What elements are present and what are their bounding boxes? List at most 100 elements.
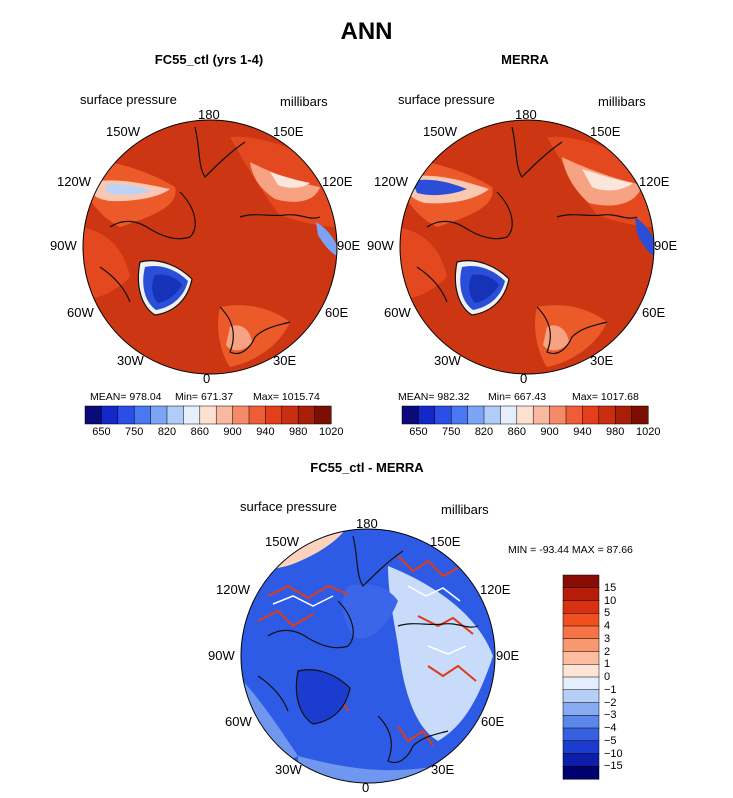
- colorbar-tick-label: −5: [604, 734, 617, 747]
- lon-label-30e: 30E: [273, 353, 297, 368]
- panel-left-mean: MEAN= 978.04: [90, 391, 162, 403]
- coastline-hudson: [99, 266, 131, 303]
- diff-field-label: surface pressure: [240, 499, 337, 514]
- colorbar-tick-label: 15: [604, 581, 617, 594]
- lon-label-90w: 90W: [50, 238, 77, 253]
- colorbar-swatch: [631, 405, 649, 425]
- lon-label-120w: 120W: [374, 174, 408, 189]
- diff-minmax: MIN = -93.44 MAX = 87.66: [508, 544, 633, 556]
- colorbar-swatch: [467, 405, 485, 425]
- region-siberia-pale: [270, 172, 310, 188]
- polar-map-diff: [240, 528, 496, 784]
- lon-label-90e: 90E: [496, 648, 520, 663]
- colorbar-tick-label: 900: [540, 426, 559, 438]
- colorbar-tick-label: 750: [442, 426, 461, 438]
- streak: [257, 609, 314, 628]
- lon-label-150w: 150W: [106, 124, 140, 139]
- lon-label-150w: 150W: [265, 534, 299, 549]
- colorbar-swatch: [562, 587, 600, 602]
- colorbar-swatch: [532, 405, 551, 425]
- colorbar-swatch: [183, 405, 201, 425]
- colorbar-swatch: [562, 613, 600, 627]
- region-canada: [400, 227, 447, 299]
- lon-label-150w: 150W: [423, 124, 457, 139]
- colorbar-tick-label: 820: [157, 426, 177, 438]
- colorbar-tick-label: 940: [573, 426, 592, 438]
- region-arctic: [342, 584, 398, 639]
- colorbar-swatch: [562, 638, 600, 653]
- region-greenland: [296, 669, 350, 724]
- colorbar-swatch: [562, 702, 600, 716]
- colorbar-swatch: [133, 405, 152, 425]
- map-boundary: [399, 119, 655, 375]
- coastline-arctic-canada: [109, 191, 196, 240]
- lon-label-60e: 60E: [325, 305, 349, 320]
- streak-light: [427, 645, 467, 655]
- region-greenland-core: [469, 274, 499, 303]
- colorbar-swatch: [500, 405, 518, 425]
- colorbar-swatch: [117, 405, 135, 425]
- colorbar-tick-label: 980: [289, 426, 308, 438]
- diff-panel-title: FC55_ctl - MERRA: [310, 460, 424, 475]
- lon-label-30e: 30E: [590, 353, 614, 368]
- streak: [397, 555, 459, 578]
- colorbar-swatch: [562, 715, 600, 729]
- colorbar-swatch: [598, 405, 616, 425]
- colorbar-tick-label: 980: [606, 426, 625, 438]
- streak: [267, 584, 349, 600]
- diff-units-label: millibars: [441, 502, 489, 517]
- lon-label-90e: 90E: [654, 238, 678, 253]
- colorbar-swatch: [450, 405, 469, 425]
- colorbar-tick-label: 1020: [319, 426, 344, 438]
- region-tibet: [316, 222, 337, 257]
- lon-label-30e: 30E: [431, 762, 455, 777]
- streak: [397, 725, 434, 747]
- colorbar-tick-label: −10: [604, 747, 623, 760]
- lon-label-150e: 150E: [590, 124, 621, 139]
- region-ice-left: [412, 179, 467, 196]
- region-siberia-pale: [582, 169, 633, 191]
- coastline-siberia: [397, 623, 479, 628]
- lon-label-30w: 30W: [117, 353, 144, 368]
- lon-label-120w: 120W: [57, 174, 91, 189]
- colorbar-swatch: [562, 727, 600, 742]
- region-ice-light-left: [105, 184, 152, 195]
- colorbar-tick-label: 650: [92, 426, 111, 438]
- colorbar-tick-label: 10: [604, 594, 617, 607]
- lon-label-120w: 120W: [216, 582, 250, 597]
- coastline-siberia: [239, 214, 321, 219]
- lon-label-60w: 60W: [67, 305, 94, 320]
- coastline-hudson: [257, 675, 289, 712]
- colorbar-swatch: [199, 405, 217, 425]
- colorbar-tick-label: 820: [474, 426, 494, 438]
- colorbar-swatch: [281, 405, 299, 425]
- coastline-greenland: [454, 260, 510, 316]
- panel-right-units-label: millibars: [598, 94, 646, 109]
- colorbar-tick-label: 4: [604, 620, 611, 632]
- panel-left-field-label: surface pressure: [80, 92, 177, 107]
- coastline-siberia: [556, 214, 638, 219]
- colorbar-tick-label: 750: [125, 426, 144, 438]
- colorbar-tick-label: 3: [604, 632, 611, 645]
- colorbar-tick-label: 1: [604, 658, 611, 671]
- coastline-bering: [352, 535, 404, 587]
- streak-light: [407, 585, 461, 602]
- lon-label-180: 180: [356, 516, 378, 531]
- colorbar-swatch: [215, 405, 234, 425]
- page-title: ANN: [340, 18, 393, 45]
- colorbar-swatch: [562, 740, 600, 755]
- lon-label-120e: 120E: [480, 582, 511, 597]
- colorbar-left-ticks: 650 750 820 860 900 940 980 1020: [85, 426, 343, 440]
- colorbar-swatch: [101, 405, 119, 425]
- region-siberia-pale: [388, 566, 493, 741]
- colorbar-tick-label: −15: [604, 760, 623, 773]
- lon-label-150e: 150E: [273, 124, 304, 139]
- coastline-greenland: [137, 260, 193, 316]
- coastline-bering: [194, 126, 246, 178]
- polar-map-right: [399, 119, 655, 375]
- colorbar-right-ticks: 650 750 820 860 900 940 980 1020: [402, 426, 660, 440]
- colorbar-tick-label: 860: [507, 426, 526, 438]
- land-base: [400, 120, 654, 374]
- panel-right-title: MERRA: [501, 52, 549, 67]
- colorbar-diff: [562, 574, 600, 780]
